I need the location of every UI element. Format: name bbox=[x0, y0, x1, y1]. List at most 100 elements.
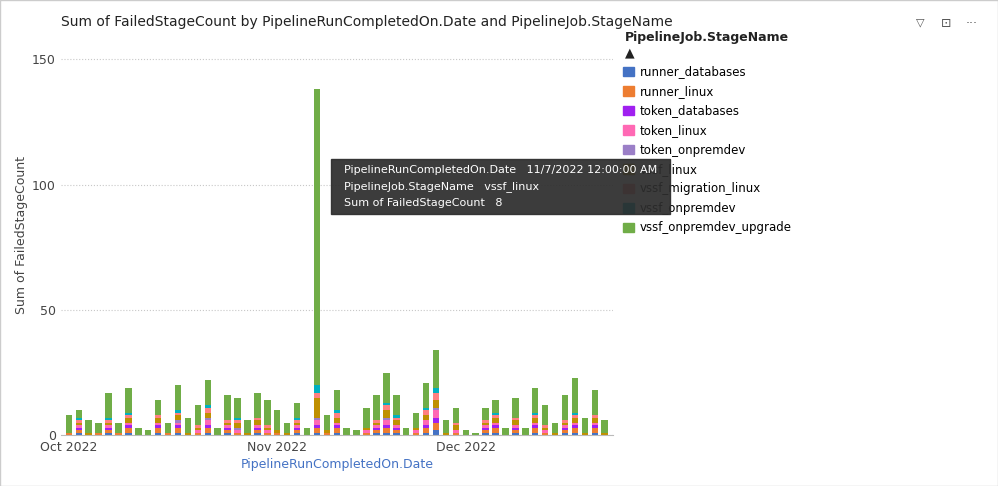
Bar bbox=[433, 350, 439, 388]
Bar bbox=[562, 433, 568, 435]
Bar bbox=[205, 413, 211, 418]
Bar bbox=[333, 433, 340, 435]
Bar bbox=[482, 408, 489, 420]
Text: ▽: ▽ bbox=[916, 17, 924, 27]
Bar bbox=[313, 385, 320, 393]
Bar bbox=[165, 423, 172, 433]
Bar bbox=[323, 433, 330, 435]
Bar bbox=[512, 428, 519, 430]
Bar bbox=[205, 433, 211, 435]
Bar bbox=[562, 395, 568, 420]
Bar bbox=[293, 433, 300, 435]
Bar bbox=[125, 388, 132, 413]
Text: ⊡: ⊡ bbox=[941, 17, 951, 30]
Bar bbox=[225, 433, 231, 435]
Bar bbox=[175, 413, 182, 415]
Bar bbox=[333, 418, 340, 423]
Bar bbox=[453, 425, 459, 430]
Bar bbox=[393, 418, 399, 420]
Bar bbox=[235, 420, 241, 423]
Bar bbox=[572, 433, 578, 435]
Bar bbox=[245, 420, 250, 433]
Bar bbox=[373, 428, 379, 430]
Bar bbox=[433, 423, 439, 430]
Bar bbox=[284, 423, 290, 433]
Bar bbox=[383, 420, 389, 425]
Bar bbox=[195, 405, 201, 425]
Bar bbox=[592, 423, 598, 425]
Bar bbox=[175, 385, 182, 410]
Bar bbox=[185, 418, 192, 433]
Bar bbox=[76, 425, 82, 428]
Bar bbox=[532, 425, 539, 428]
Bar bbox=[225, 428, 231, 430]
Bar bbox=[423, 420, 429, 425]
Bar bbox=[413, 428, 419, 430]
Bar bbox=[433, 410, 439, 418]
Bar bbox=[532, 413, 539, 415]
Bar bbox=[572, 413, 578, 415]
Bar bbox=[175, 420, 182, 423]
Y-axis label: Sum of FailedStageCount: Sum of FailedStageCount bbox=[15, 156, 28, 314]
Bar bbox=[215, 428, 221, 435]
Bar bbox=[512, 420, 519, 425]
Bar bbox=[125, 428, 132, 433]
Bar bbox=[443, 433, 449, 435]
Bar bbox=[592, 418, 598, 423]
Bar bbox=[254, 425, 260, 428]
Bar bbox=[66, 415, 72, 433]
Bar bbox=[76, 423, 82, 425]
Bar bbox=[235, 418, 241, 420]
Bar bbox=[383, 425, 389, 428]
Bar bbox=[602, 420, 608, 433]
Bar bbox=[66, 433, 72, 435]
Bar bbox=[195, 433, 201, 435]
Bar bbox=[293, 428, 300, 430]
Bar bbox=[235, 398, 241, 418]
Bar bbox=[572, 415, 578, 418]
Bar bbox=[512, 418, 519, 420]
Bar bbox=[512, 398, 519, 418]
Bar bbox=[592, 390, 598, 415]
Bar bbox=[592, 415, 598, 418]
Bar bbox=[205, 405, 211, 408]
Bar bbox=[492, 433, 499, 435]
Bar bbox=[482, 420, 489, 423]
Bar bbox=[383, 373, 389, 403]
Bar bbox=[482, 425, 489, 428]
Bar bbox=[205, 428, 211, 433]
Bar bbox=[413, 433, 419, 435]
Bar bbox=[413, 430, 419, 433]
Bar bbox=[423, 425, 429, 428]
Bar bbox=[155, 415, 162, 418]
Bar bbox=[264, 433, 270, 435]
Bar bbox=[175, 425, 182, 428]
Bar bbox=[225, 423, 231, 425]
Bar bbox=[453, 423, 459, 425]
Bar bbox=[106, 433, 112, 435]
Bar bbox=[542, 405, 549, 425]
Bar bbox=[562, 425, 568, 428]
Bar bbox=[542, 430, 549, 433]
Bar bbox=[562, 430, 568, 433]
Bar bbox=[293, 418, 300, 420]
Bar bbox=[293, 403, 300, 418]
Bar bbox=[115, 433, 122, 435]
Bar bbox=[145, 430, 152, 435]
Bar bbox=[333, 390, 340, 410]
Bar bbox=[532, 388, 539, 413]
Bar bbox=[532, 428, 539, 433]
Bar bbox=[433, 408, 439, 410]
Bar bbox=[453, 433, 459, 435]
Bar bbox=[383, 418, 389, 420]
Bar bbox=[125, 425, 132, 428]
Bar bbox=[433, 430, 439, 435]
Text: PipelineRunCompletedOn.Date   11/7/2022 12:00:00 AM  
  PipelineJob.StageName   : PipelineRunCompletedOn.Date 11/7/2022 12… bbox=[336, 165, 664, 208]
Bar bbox=[482, 423, 489, 425]
Bar bbox=[443, 420, 449, 433]
Bar bbox=[423, 382, 429, 408]
Bar bbox=[106, 423, 112, 425]
Bar bbox=[403, 428, 409, 435]
Bar bbox=[333, 413, 340, 418]
Bar bbox=[313, 420, 320, 425]
